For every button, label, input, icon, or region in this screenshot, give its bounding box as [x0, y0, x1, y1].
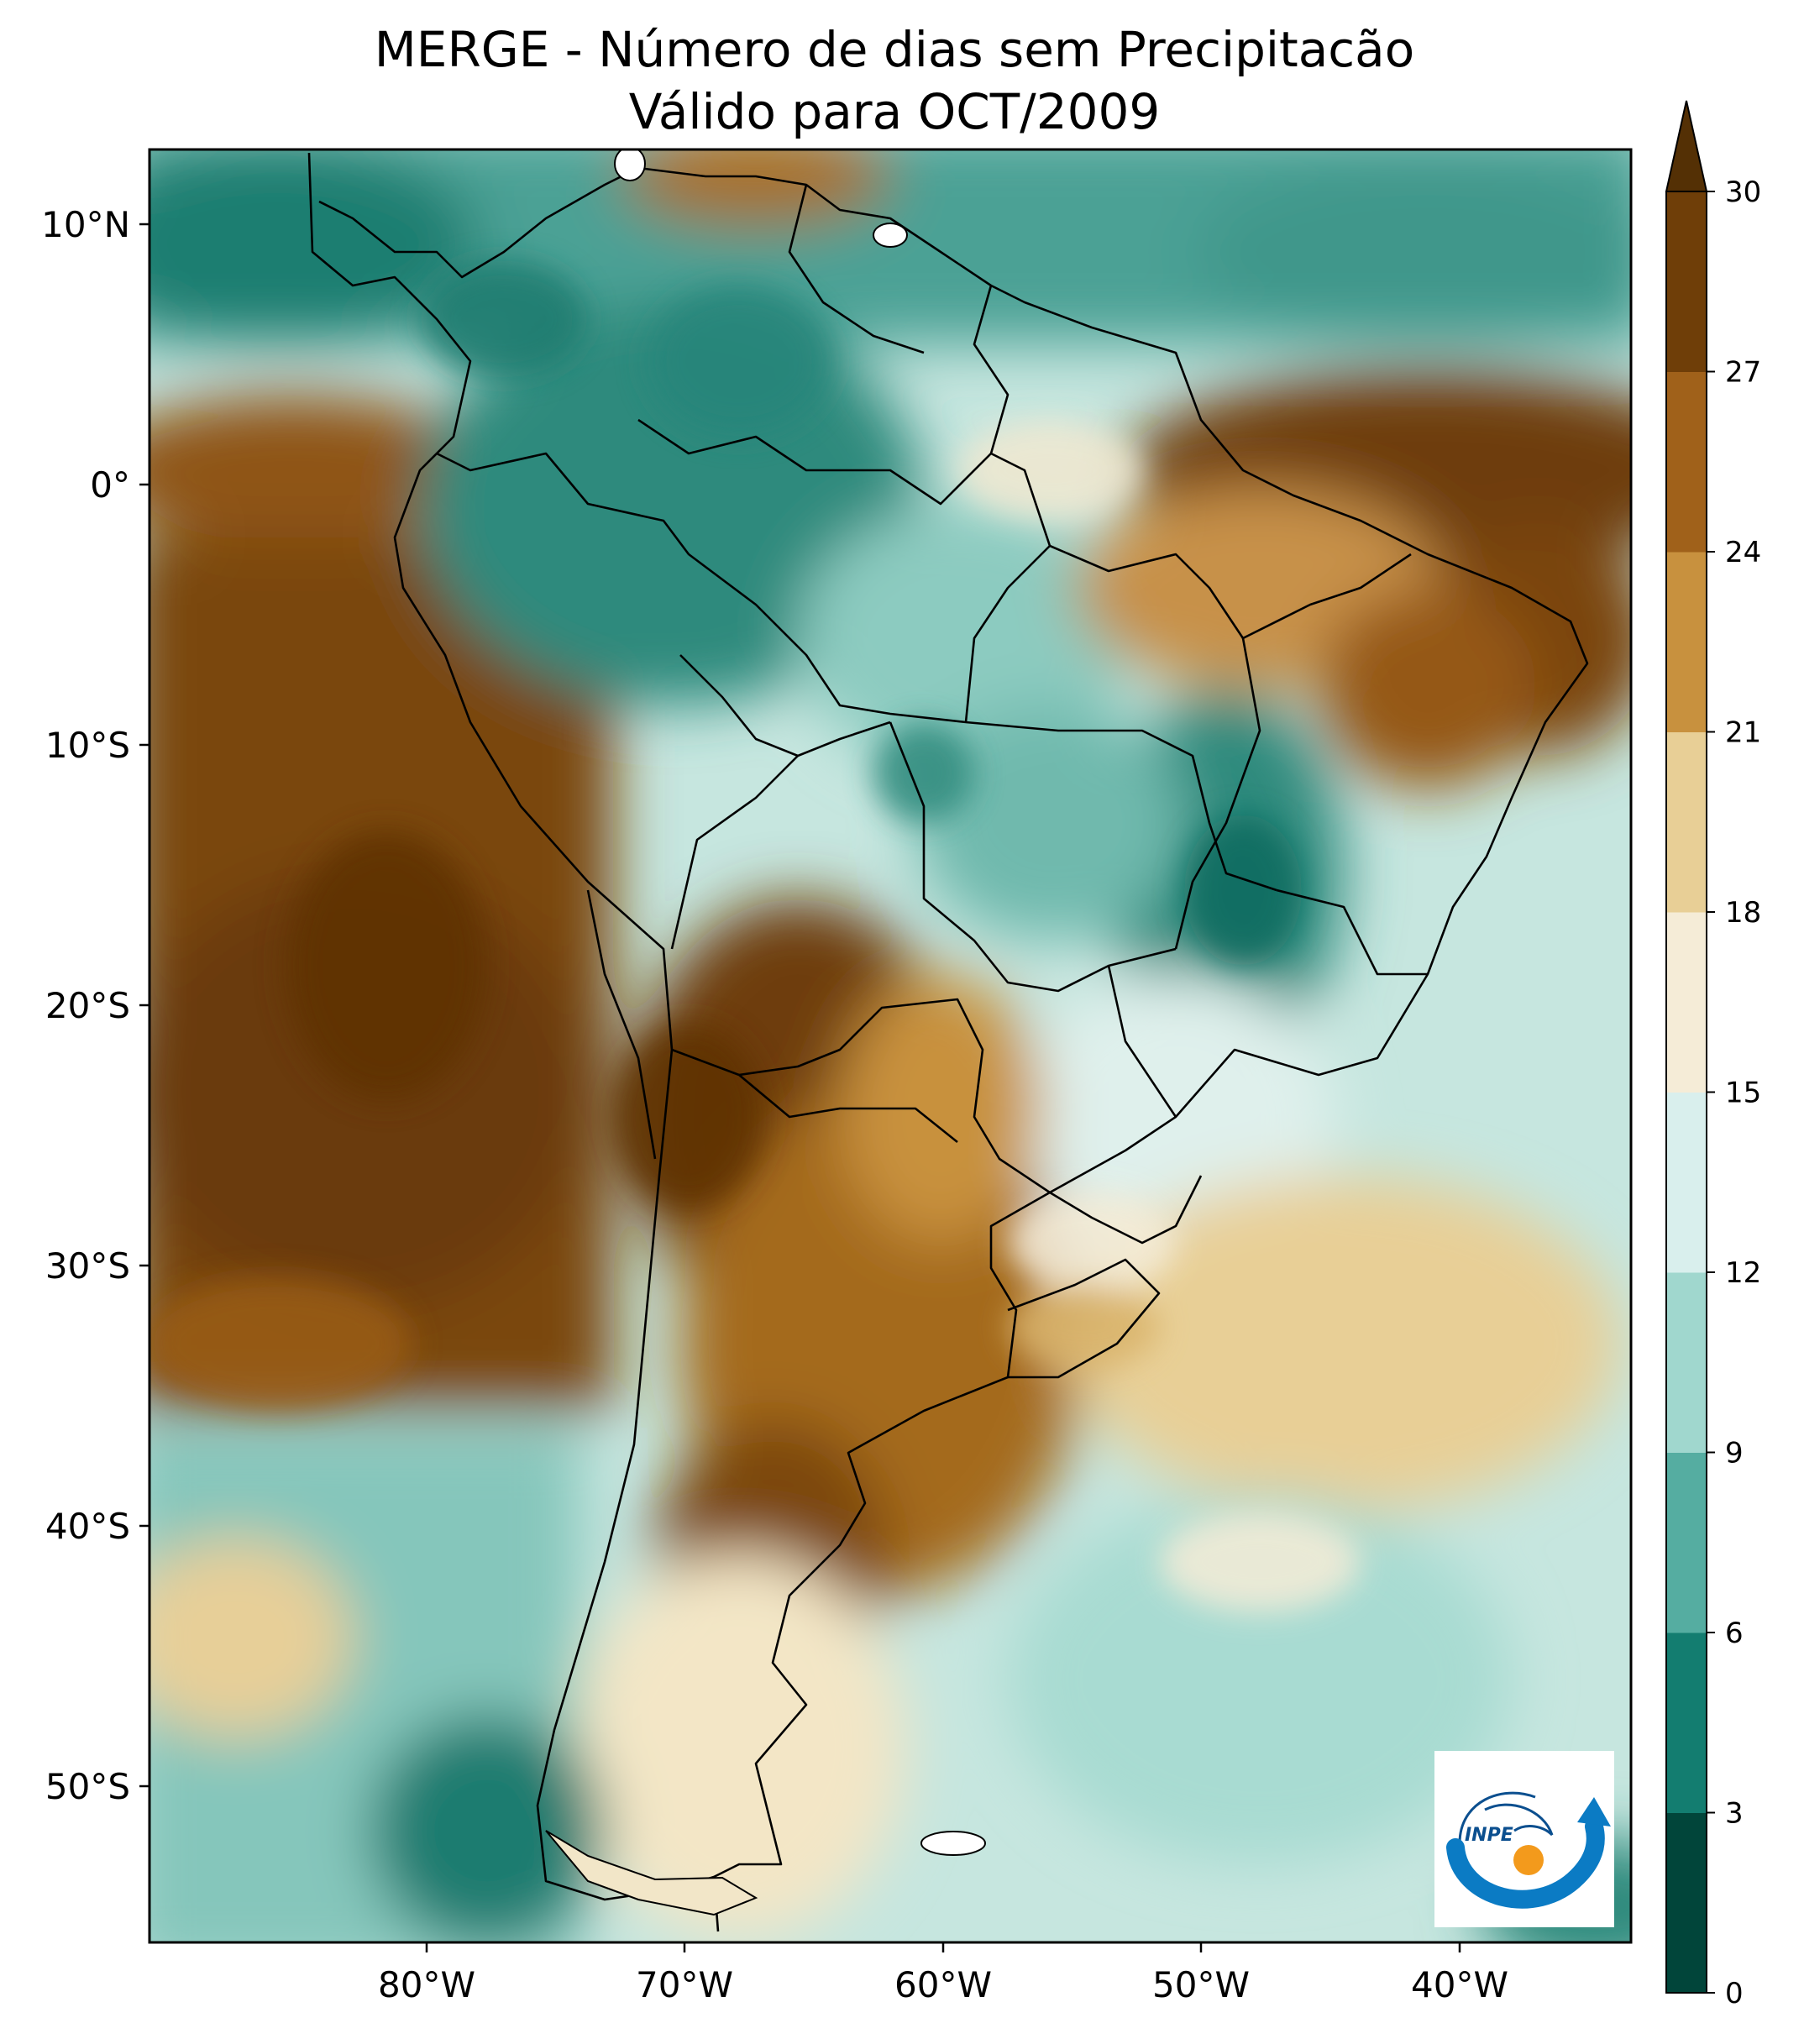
lon-axis: 80°W 70°W 60°W 50°W 40°W: [378, 1942, 1508, 2005]
lat-tick-label: 10°N: [41, 204, 130, 245]
lat-tick-label: 50°S: [45, 1766, 130, 1807]
lon-tick-label: 80°W: [378, 1964, 475, 2005]
colorbar-segment: [1666, 731, 1707, 913]
colorbar-tick-label: 6: [1725, 1617, 1744, 1650]
title-line-2: Válido para OCT/2009: [628, 83, 1161, 140]
colorbar-tick-label: 18: [1725, 896, 1761, 930]
lon-tick-label: 40°W: [1411, 1964, 1508, 2005]
inpe-emblem-icon: [1446, 1791, 1611, 1909]
colorbar-segment: [1666, 552, 1707, 732]
lon-tick-label: 60°W: [894, 1964, 992, 2005]
inpe-logo-text: INPE: [1465, 1825, 1513, 1846]
colorbar-tick-label: 21: [1725, 716, 1761, 750]
lat-tick-label: 10°S: [45, 725, 130, 766]
lat-tick-label: 20°S: [45, 985, 130, 1026]
colorbar-tick-label: 12: [1725, 1256, 1761, 1290]
title-line-1: MERGE - Número de dias sem Precipitacão: [374, 21, 1415, 78]
colorbar-tick-label: 0: [1725, 1977, 1744, 2010]
lon-tick-label: 70°W: [636, 1964, 733, 2005]
colorbar-tick-label: 24: [1725, 536, 1761, 569]
islands: [545, 149, 986, 1916]
lat-tick-label: 0°: [90, 464, 130, 506]
lat-tick-label: 40°S: [45, 1506, 130, 1547]
lat-axis: 10°N 0° 10°S 20°S 30°S 40°S 50°S: [41, 204, 149, 1807]
map-title: MERGE - Número de dias sem Precipitacão …: [151, 18, 1638, 143]
precip-field: [149, 149, 1631, 1942]
colorbar-segment: [1666, 1633, 1707, 1813]
map-frame: [148, 148, 1633, 1944]
lat-tick-label: 30°S: [45, 1245, 130, 1287]
colorbar-extend-arrow: [1665, 100, 1708, 192]
colorbar-tick-label: 15: [1725, 1077, 1761, 1110]
colorbar-tick-label: 9: [1725, 1437, 1744, 1470]
lon-tick-label: 50°W: [1152, 1964, 1250, 2005]
colorbar-segment: [1666, 191, 1707, 372]
inpe-logo: INPE: [1434, 1751, 1614, 1927]
colorbar: 0 3 6 9 12 15 18 21 24 27 30: [1665, 100, 1761, 2010]
colorbar-segment: [1666, 1812, 1707, 1994]
colorbar-segment: [1666, 1272, 1707, 1453]
colorbar-segment: [1666, 371, 1707, 553]
colorbar-segment: [1666, 1452, 1707, 1633]
colorbar-segment: [1666, 912, 1707, 1093]
colorbar-tick-label: 30: [1725, 176, 1761, 209]
coastline: [307, 152, 1589, 1932]
colorbar-tick-label: 3: [1725, 1797, 1744, 1831]
colorbar-tick-label: 27: [1725, 356, 1761, 390]
colorbar-segment: [1666, 1092, 1707, 1273]
